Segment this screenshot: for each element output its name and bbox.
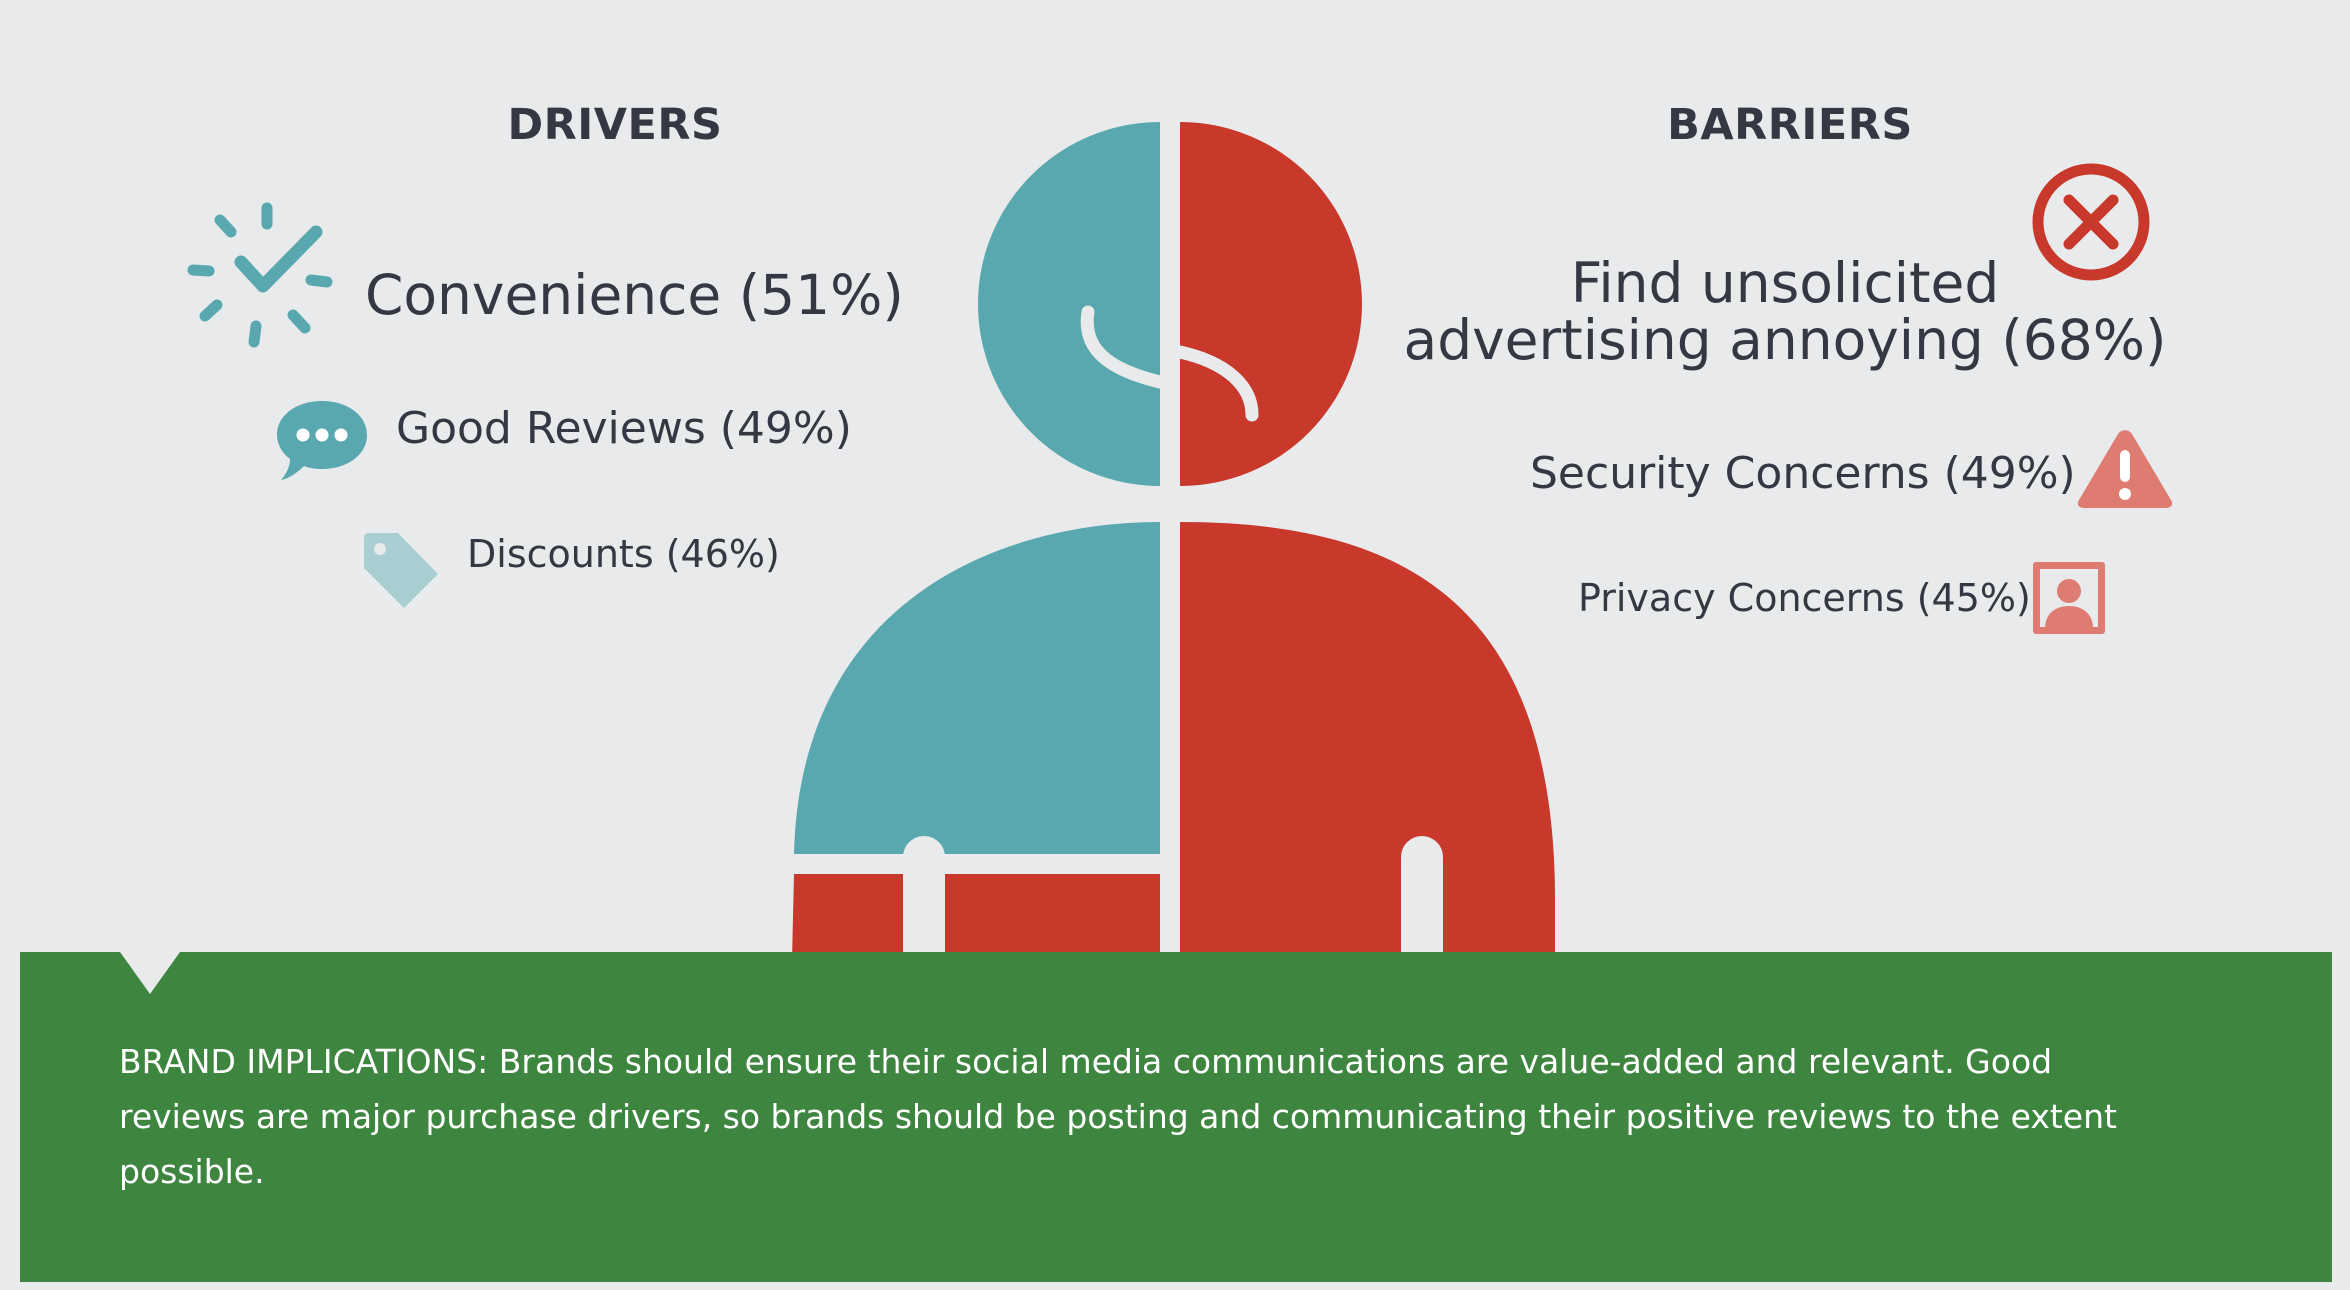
torso-left-lower xyxy=(792,874,1160,960)
barrier-security: Security Concerns (49%) xyxy=(1530,448,2076,499)
person-portrait-icon xyxy=(2033,562,2105,634)
brand-implications-banner xyxy=(20,952,2332,1282)
driver-discounts: Discounts (46%) xyxy=(467,532,780,576)
mouth-smile xyxy=(1080,305,1167,389)
half-happy-half-sad-person-icon xyxy=(792,122,1555,960)
barrier-privacy: Privacy Concerns (45%) xyxy=(1578,576,2031,620)
barriers-heading: BARRIERS xyxy=(1667,100,1913,150)
arm-gap-right xyxy=(1401,836,1443,960)
barrier-advertising-line2: advertising annoying (68%) xyxy=(1403,308,2167,372)
speech-bubble-icon xyxy=(277,401,367,480)
drivers-heading: DRIVERS xyxy=(507,100,723,150)
torso-left-upper xyxy=(794,522,1160,854)
barrier-advertising-line1: Find unsolicited xyxy=(1570,251,2000,315)
banner-notch xyxy=(120,952,180,994)
mouth-frown xyxy=(1173,345,1259,422)
head-right-half xyxy=(1180,122,1362,486)
brand-implications-text: BRAND IMPLICATIONS: Brands should ensure… xyxy=(119,1042,2117,1191)
driver-good-reviews: Good Reviews (49%) xyxy=(396,403,852,454)
head-left-half xyxy=(978,122,1160,486)
driver-convenience: Convenience (51%) xyxy=(365,263,904,327)
checkmark-burst-icon xyxy=(187,202,333,348)
price-tag-icon xyxy=(364,533,438,608)
x-circle-icon xyxy=(2032,163,2150,281)
torso-right xyxy=(1180,522,1555,960)
arm-gap-left xyxy=(903,836,945,960)
warning-triangle-icon xyxy=(2077,430,2173,508)
